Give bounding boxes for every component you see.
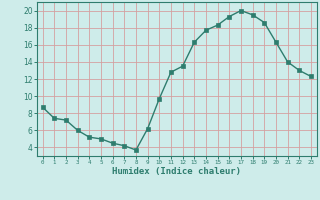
X-axis label: Humidex (Indice chaleur): Humidex (Indice chaleur) — [112, 167, 241, 176]
